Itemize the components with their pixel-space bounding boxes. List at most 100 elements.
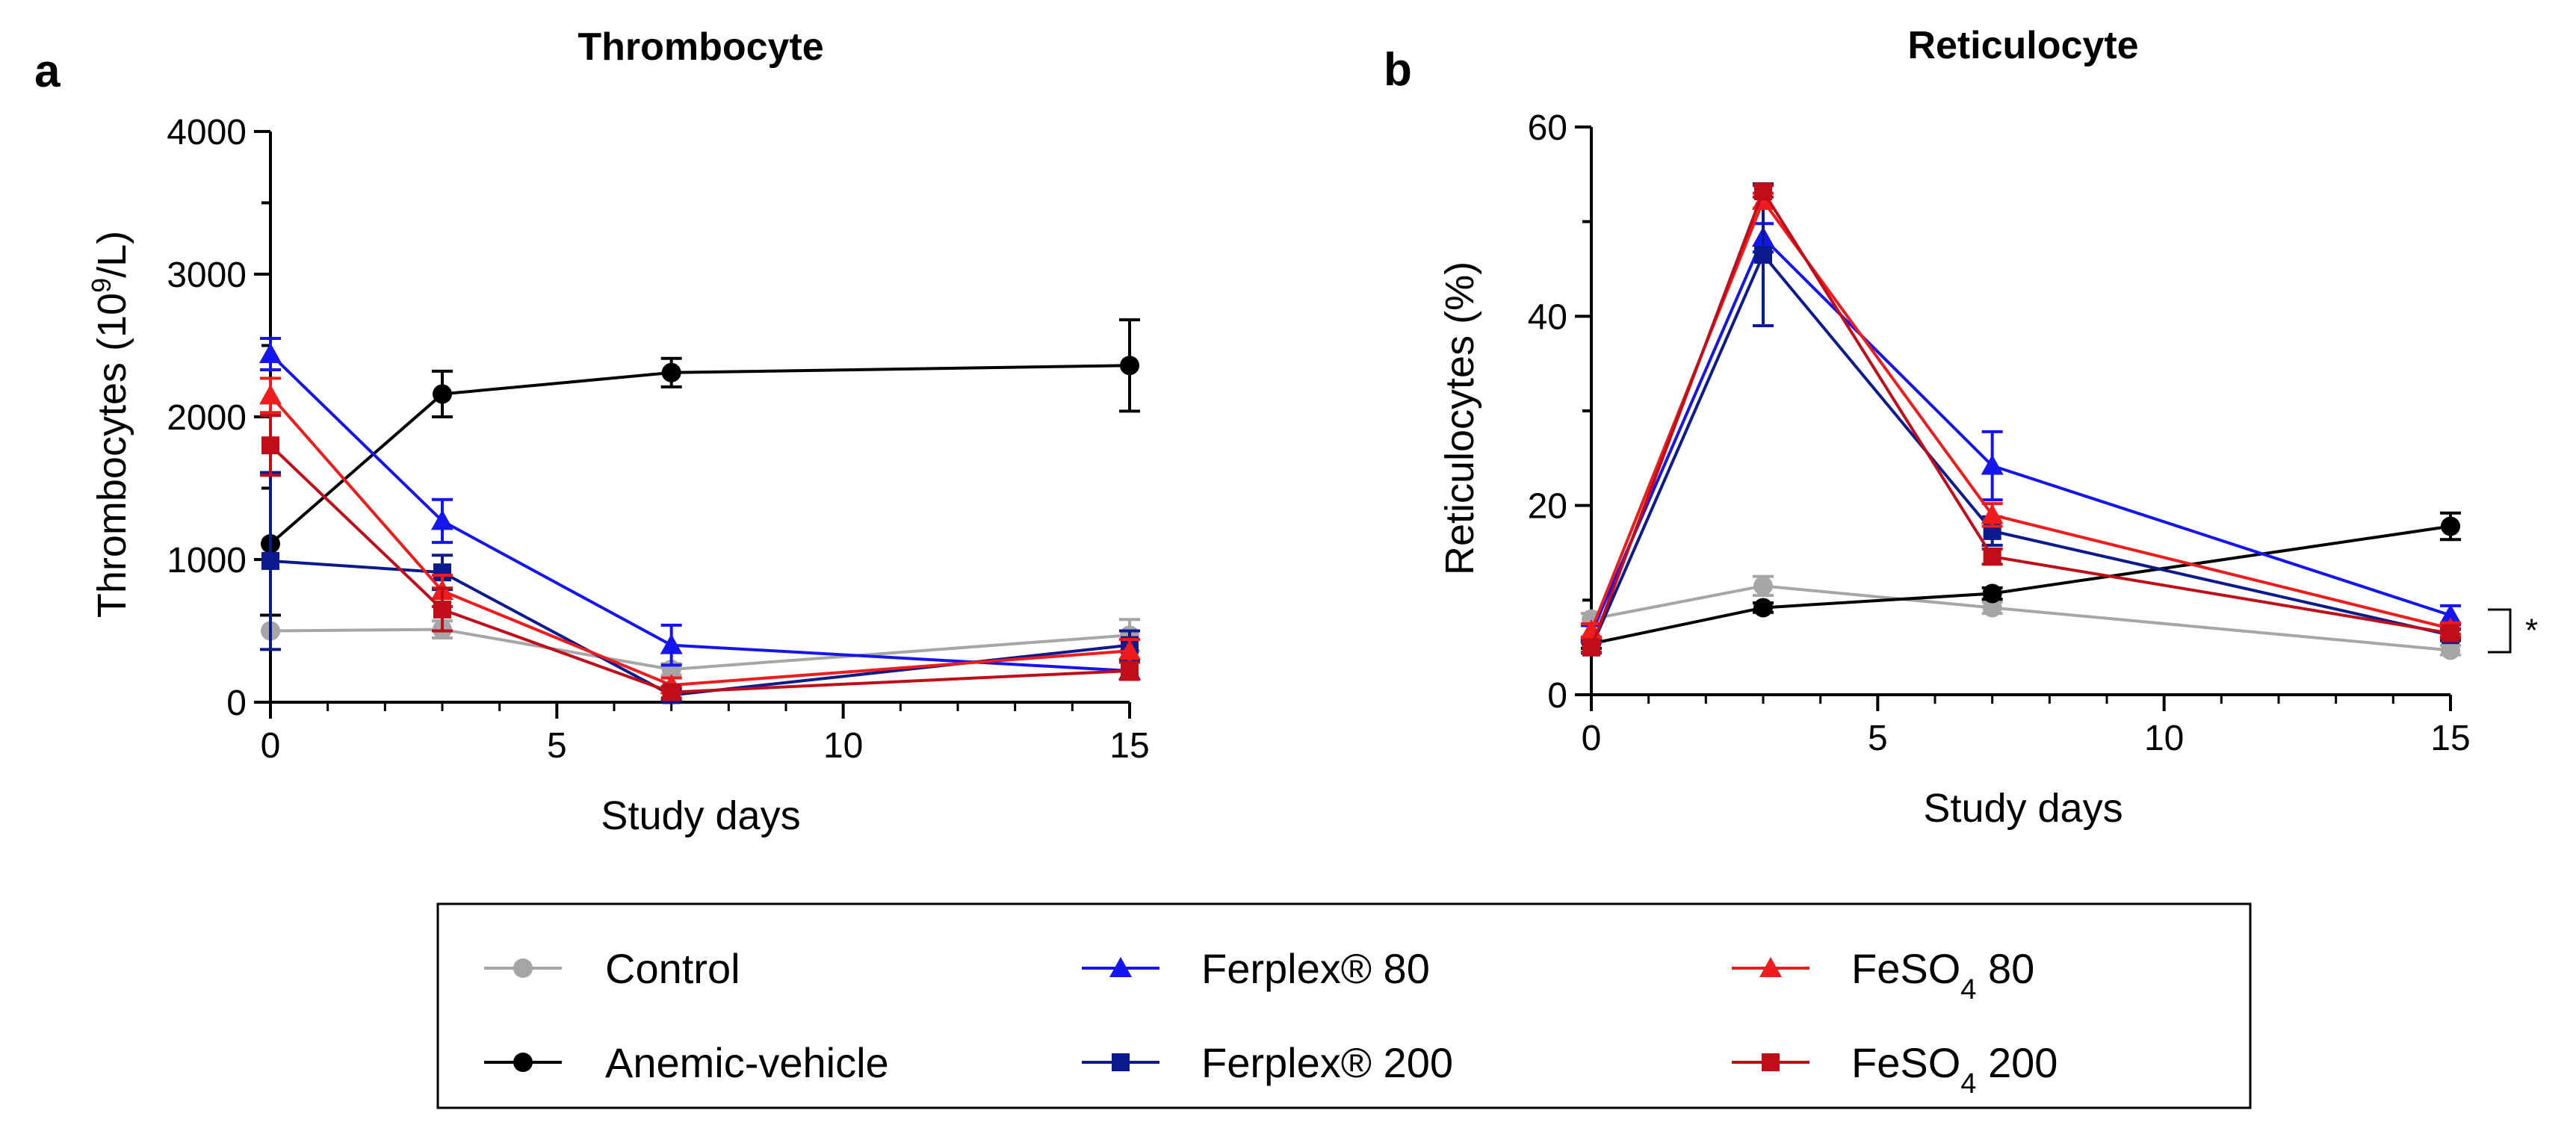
x-tick-label: 5	[547, 726, 567, 766]
data-point-ferplex80	[660, 633, 683, 654]
data-point-feso4200	[1121, 661, 1139, 680]
x-tick-label: 5	[1868, 719, 1888, 758]
legend-label-feso4200-sub: 4	[1960, 1068, 1976, 1100]
y-tick-label: 0	[1547, 676, 1567, 716]
legend-label-feso480-sub: 4	[1960, 974, 1976, 1006]
series-line-anemic	[1591, 524, 2451, 645]
series-feso480	[1580, 189, 2462, 639]
legend-swatch-ferplex80	[1082, 957, 1159, 977]
series-ferplex80	[1580, 222, 2462, 642]
series-line-anemic	[269, 364, 1130, 545]
legend-label-feso480-rest: 80	[1976, 945, 2034, 992]
x-tick-label: 15	[2430, 719, 2470, 758]
series-anemic	[260, 318, 1140, 617]
legend-label-anemic: Anemic-vehicle	[605, 1039, 889, 1086]
data-point-feso480	[1118, 639, 1141, 660]
series-anemic	[1581, 511, 2461, 654]
legend-entry-anemic: Anemic-vehicle	[484, 1039, 889, 1086]
data-point-feso4200	[433, 600, 451, 619]
data-point-control	[1753, 576, 1773, 596]
series-ferplex200	[260, 471, 1140, 704]
panel-letter-a: a	[34, 46, 61, 97]
data-point-feso480	[259, 384, 282, 405]
legend-entry-feso480: FeSO4 80	[1732, 945, 2034, 1006]
data-point-anemic	[1120, 356, 1139, 376]
legend-label-feso4200-rest: 200	[1976, 1039, 2058, 1086]
data-point-ferplex200	[261, 551, 279, 570]
data-point-ferplex80	[2439, 604, 2462, 625]
data-point-ferplex80	[1981, 454, 2004, 475]
data-point-control	[1982, 598, 2002, 618]
legend-swatch-marker	[1109, 957, 1132, 977]
y-tick-label: 40	[1528, 297, 1567, 337]
data-point-feso4200	[2442, 624, 2459, 642]
legend-box	[436, 902, 2252, 1109]
series-line-ferplex200	[270, 559, 1130, 697]
series-line-ferplex80	[1590, 235, 2451, 634]
y-tick-label: 20	[1528, 487, 1567, 527]
significance-bracket	[2488, 608, 2512, 654]
legend-label-feso480: FeSO4 80	[1851, 945, 2034, 1006]
data-point-ferplex200	[1754, 246, 1772, 264]
series-line-ferplex80	[269, 353, 1130, 672]
data-point-anemic	[433, 384, 452, 404]
legend-swatch-marker	[1762, 1053, 1780, 1071]
y-tick-label: 0	[226, 684, 247, 723]
series-ferplex200	[1581, 182, 2461, 657]
legend-swatch-marker	[1112, 1053, 1130, 1071]
series-line-ferplex200	[1590, 252, 2451, 648]
y-tick-label: 4000	[167, 113, 247, 152]
x-axis-label-reticulocyte: Study days	[1923, 786, 2123, 831]
legend-swatch-feso480	[1732, 957, 1809, 977]
y-tick-label: 60	[1528, 108, 1567, 148]
legend-label-feso4200: FeSO4 200	[1851, 1039, 2058, 1100]
series-line-feso480	[269, 394, 1130, 687]
y-tick-label: 1000	[167, 541, 247, 580]
series-feso4200	[260, 414, 1140, 701]
chart-thrombocyte: 0 1000 2000 3000 4000 0 5 10 15	[167, 113, 1149, 766]
series-feso4200	[1581, 182, 2461, 657]
legend-label-feso480-main: FeSO	[1851, 945, 1960, 992]
y-axis-label-thrombocyte: Thrombocytes (109/L)	[86, 231, 135, 618]
panel-letter-b: b	[1384, 44, 1412, 96]
legend-swatch-anemic	[484, 1053, 562, 1072]
x-tick-label: 10	[2144, 719, 2184, 758]
y-axis-label-reticulocyte: Reticulocytes (%)	[1437, 261, 1482, 575]
chart-reticulocyte: 0 20 40 60 0 5 10 15 *	[1528, 108, 2539, 758]
legend-swatch-marker	[513, 1053, 533, 1072]
x-tick-label: 15	[1109, 726, 1149, 766]
x-tick-label: 10	[823, 726, 863, 766]
legend-swatch-ferplex200	[1082, 1053, 1159, 1071]
data-point-ferplex80	[431, 509, 453, 530]
data-point-anemic	[1982, 583, 2002, 604]
data-point-feso4200	[1754, 182, 1772, 201]
data-point-feso4200	[1983, 548, 2001, 566]
legend-entry-ferplex80: Ferplex® 80	[1082, 945, 1430, 992]
legend-label-control: Control	[605, 945, 740, 992]
data-point-anemic	[1753, 598, 1773, 618]
y-tick-label: 3000	[167, 255, 247, 295]
legend-swatch-marker	[513, 958, 533, 978]
y-axis-label-thrombocyte-main: Thrombocytes (10	[90, 293, 134, 618]
legend-entry-feso4200: FeSO4 200	[1732, 1039, 2058, 1100]
x-tick-label: 0	[1582, 719, 1602, 758]
legend-label-ferplex200: Ferplex® 200	[1201, 1039, 1453, 1086]
series-line-feso4200	[1590, 188, 2451, 648]
series-line-feso480	[1590, 197, 2451, 631]
legend-label-feso4200-main: FeSO	[1851, 1039, 1960, 1086]
legend-swatch-feso4200	[1732, 1053, 1809, 1071]
legend-swatch-marker	[1759, 957, 1782, 977]
x-axis-label-thrombocyte: Study days	[601, 793, 800, 838]
series-line-control	[1591, 584, 2451, 652]
data-point-feso4200	[1582, 638, 1600, 657]
data-point-control	[2441, 640, 2460, 660]
x-tick-label: 0	[261, 726, 281, 766]
y-axis-label-thrombocyte-rest: /L)	[90, 231, 134, 278]
series-control	[261, 618, 1140, 680]
y-axis-label-thrombocyte-sup: 9	[86, 278, 117, 293]
legend-swatch-control	[484, 958, 562, 978]
legend-label-ferplex80: Ferplex® 80	[1201, 945, 1430, 992]
y-tick-label: 2000	[167, 398, 247, 438]
legend: Control Anemic-vehicle Ferplex® 80 Ferpl…	[436, 902, 2252, 1109]
